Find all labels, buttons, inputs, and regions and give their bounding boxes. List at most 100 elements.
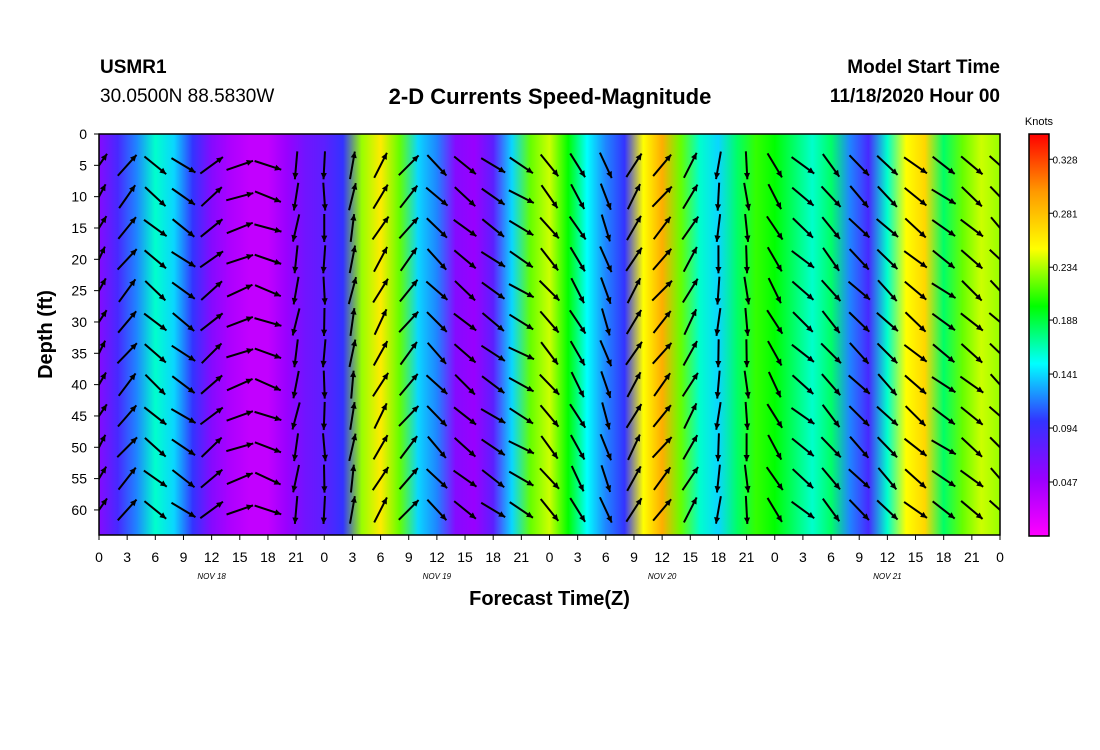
current-vector <box>743 495 751 524</box>
current-vector <box>792 311 814 333</box>
vector-head <box>274 353 282 359</box>
current-vector <box>598 152 613 179</box>
current-vector <box>171 344 196 362</box>
current-vector <box>171 281 196 300</box>
current-vector <box>988 155 1000 167</box>
x-tick-label: 3 <box>799 549 807 565</box>
current-vector <box>171 187 196 206</box>
vector-head <box>526 511 533 518</box>
current-vector <box>715 339 722 368</box>
current-vector <box>399 341 418 366</box>
current-vector <box>651 185 673 208</box>
current-vector <box>822 498 841 522</box>
vector-head <box>439 451 446 459</box>
current-vector <box>904 468 927 489</box>
x-tick-label: 12 <box>429 549 445 565</box>
vector-head <box>215 407 223 414</box>
current-vector <box>452 469 478 488</box>
x-tick-label: 9 <box>405 549 413 565</box>
vector-head <box>776 170 782 178</box>
current-vector <box>426 154 448 177</box>
vector-head <box>552 482 560 489</box>
current-vector <box>144 343 167 364</box>
vector-head <box>187 292 195 299</box>
current-vector <box>652 498 672 522</box>
current-vector <box>540 435 559 460</box>
current-vector <box>681 372 699 397</box>
current-vector <box>99 183 107 199</box>
y-tick-label: 0 <box>79 126 87 142</box>
vector-head <box>691 372 698 380</box>
vector-head <box>919 449 927 456</box>
x-tick-label: 12 <box>204 549 220 565</box>
vector-head <box>469 512 476 519</box>
current-vector <box>347 276 358 305</box>
current-vector <box>321 433 328 462</box>
vector-head <box>159 356 166 363</box>
vector-head <box>775 452 782 460</box>
vector-head <box>1004 262 1011 269</box>
vector-head <box>578 452 585 460</box>
vector-head <box>890 168 898 175</box>
current-vector <box>372 434 389 460</box>
vector-head <box>579 232 586 240</box>
y-tick-label: 55 <box>71 471 87 487</box>
vector-head <box>130 343 137 350</box>
vector-head <box>948 292 956 299</box>
vector-head <box>776 420 783 428</box>
y-tick-label: 45 <box>71 408 87 424</box>
current-vector <box>682 434 699 460</box>
current-vector <box>254 347 282 360</box>
current-vector <box>820 436 842 459</box>
current-vector <box>399 279 419 303</box>
current-vector <box>681 215 700 241</box>
vector-head <box>498 260 506 267</box>
vector-head <box>715 267 722 274</box>
current-vector <box>508 283 535 299</box>
vector-head <box>321 235 328 242</box>
current-vector <box>651 280 673 302</box>
current-vector <box>509 407 534 425</box>
vector-head <box>948 448 956 455</box>
current-vector <box>540 247 559 271</box>
vector-head <box>692 467 699 474</box>
current-vector <box>714 401 722 430</box>
vector-head <box>381 497 387 505</box>
x-tick-label: 21 <box>288 549 304 565</box>
current-vector <box>508 189 535 204</box>
vector-head <box>833 388 841 396</box>
vector-head <box>526 167 533 174</box>
vector-head <box>497 324 504 331</box>
current-vector <box>143 249 167 270</box>
current-vector <box>848 405 870 427</box>
current-vector <box>570 465 585 492</box>
vector-head <box>350 214 357 221</box>
vector-head <box>381 246 388 254</box>
current-vector <box>373 246 389 273</box>
vector-shaft <box>989 249 1000 261</box>
vector-head <box>273 384 281 391</box>
vector-head <box>634 278 641 286</box>
vector-head <box>1003 232 1009 239</box>
current-vector <box>931 312 956 332</box>
vector-head <box>743 360 750 368</box>
current-vector <box>118 184 137 209</box>
current-vector <box>570 277 585 304</box>
current-vector <box>626 465 642 492</box>
current-vector <box>714 464 721 493</box>
vector-head <box>605 296 612 304</box>
current-vector <box>199 406 224 426</box>
vector-head <box>551 263 559 271</box>
current-vector <box>143 500 167 520</box>
vector-head <box>806 387 814 394</box>
current-vector <box>931 188 957 205</box>
colorbar-tick-label: 0.141 <box>1052 370 1077 381</box>
current-vector <box>653 466 672 491</box>
vector-head <box>776 483 783 491</box>
current-vector <box>226 442 254 453</box>
vector-head <box>246 442 254 449</box>
vector-head <box>526 479 534 486</box>
vector-head <box>635 309 642 317</box>
current-vector <box>170 408 197 424</box>
x-tick-label: 15 <box>682 549 698 565</box>
